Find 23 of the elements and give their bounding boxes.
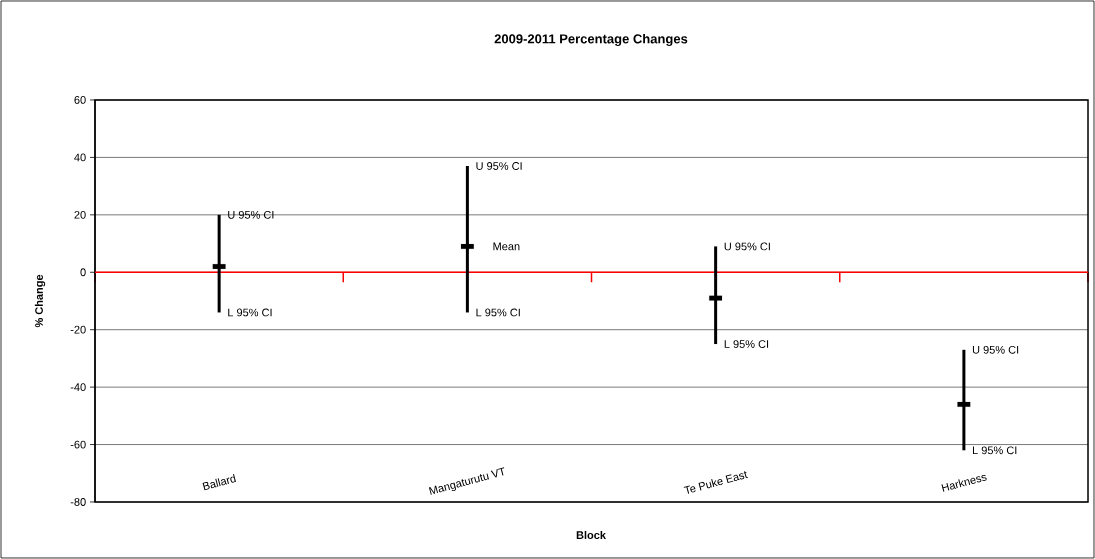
y-axis-title: % Change — [34, 274, 46, 328]
y-tick-label: -20 — [70, 325, 86, 334]
y-tick-label: 60 — [74, 96, 86, 104]
annotation: L 95% CI — [228, 308, 272, 317]
chart-title: 2009-2011 Percentage Changes — [494, 33, 688, 47]
annotation: L 95% CI — [476, 308, 520, 317]
x-tick-label: Ballard — [202, 474, 237, 491]
x-axis-title: Block — [576, 530, 606, 540]
y-tick-label: -60 — [70, 440, 86, 449]
x-tick-label: Harkness — [941, 474, 987, 492]
annotation: U 95% CI — [972, 345, 1019, 354]
y-tick-label: -40 — [70, 383, 86, 392]
annotation: U 95% CI — [476, 162, 522, 170]
annotation: Mean — [493, 242, 520, 251]
y-tick-label: 40 — [74, 153, 86, 162]
y-tick-label: 0 — [80, 268, 86, 277]
annotation: L 95% CI — [724, 340, 769, 348]
annotation: U 95% CI — [724, 242, 770, 251]
x-tick-label: Te Puke East — [683, 471, 748, 494]
annotation: L 95% CI — [972, 446, 1017, 455]
y-tick-label: 20 — [74, 210, 86, 219]
annotation: U 95% CI — [228, 210, 274, 219]
y-tick-label: -80 — [70, 498, 86, 506]
